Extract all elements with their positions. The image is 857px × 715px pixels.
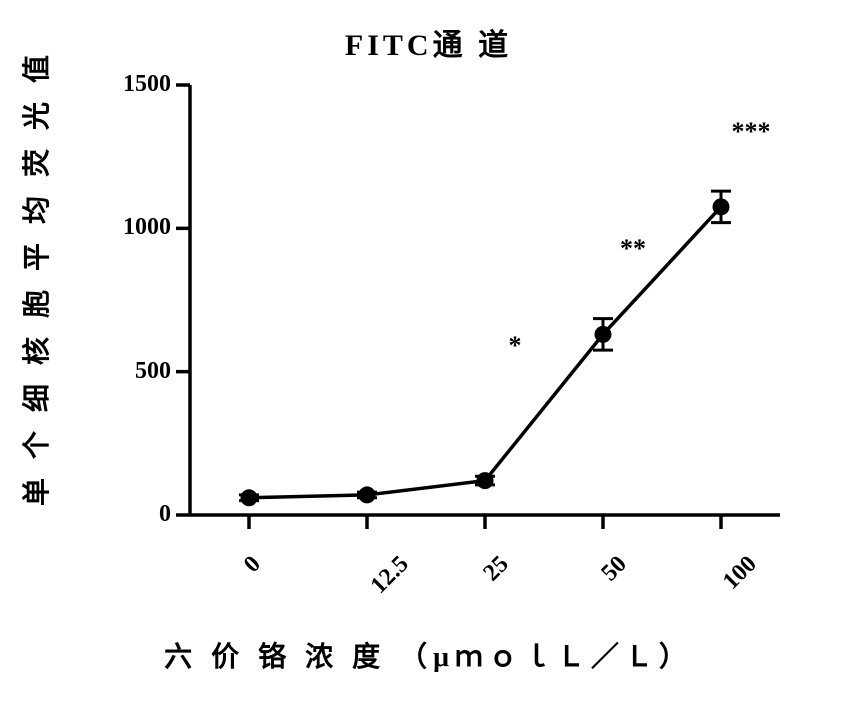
x-tick-label: 50 bbox=[596, 551, 632, 587]
x-tick-label: 0 bbox=[239, 551, 267, 579]
significance-marker: *** bbox=[732, 117, 771, 147]
y-axis-label: 单 个 细 核 胞 平 均 荧 光 值 bbox=[15, 106, 55, 506]
chart-title: FITC通 道 bbox=[0, 20, 857, 64]
significance-marker: ** bbox=[620, 234, 646, 264]
x-tick-label: 25 bbox=[478, 551, 514, 587]
plot-svg bbox=[170, 65, 800, 535]
x-axis-label: 六 价 铬 浓 度 （μｍｏｌＬ／Ｌ） bbox=[0, 635, 857, 675]
chart-container: FITC通 道 单 个 细 核 胞 平 均 荧 光 值 050010001500… bbox=[0, 0, 857, 715]
x-tick-label: 12.5 bbox=[366, 551, 415, 600]
y-tick-label: 500 bbox=[81, 358, 171, 385]
y-tick-label: 1000 bbox=[81, 214, 171, 241]
y-tick-label: 0 bbox=[81, 501, 171, 528]
y-tick-label: 1500 bbox=[81, 71, 171, 98]
x-tick-label: 100 bbox=[718, 551, 763, 596]
significance-marker: * bbox=[509, 331, 522, 361]
